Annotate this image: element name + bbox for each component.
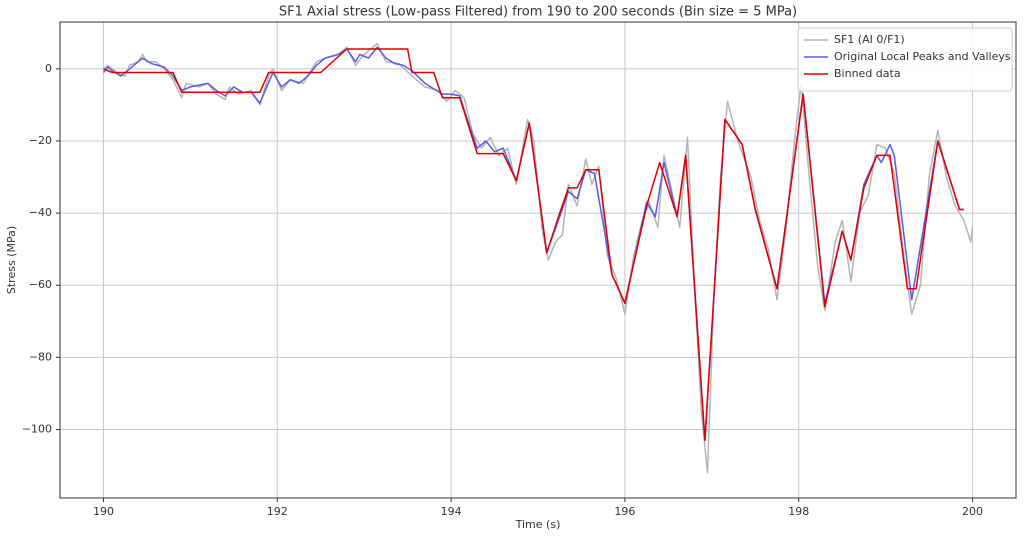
chart-title: SF1 Axial stress (Low-pass Filtered) fro…: [279, 5, 797, 20]
series-line: [103, 48, 964, 442]
y-tick-label: −20: [29, 134, 52, 147]
x-tick-label: 198: [788, 505, 809, 518]
legend-label: SF1 (AI 0/F1): [834, 33, 905, 46]
legend-box: [797, 27, 1013, 92]
y-axis-label: Stress (MPa): [5, 226, 18, 294]
x-tick-label: 200: [962, 505, 983, 518]
series-line: [103, 42, 974, 474]
y-tick-label: −60: [29, 278, 52, 291]
y-tick-label: −40: [29, 206, 52, 219]
legend-label: Binned data: [834, 67, 901, 80]
x-tick-label: 192: [267, 505, 288, 518]
legend-label: Original Local Peaks and Valleys: [834, 50, 1011, 63]
x-axis-label: Time (s): [515, 518, 561, 531]
x-tick-label: 190: [93, 505, 114, 518]
x-tick-label: 196: [614, 505, 635, 518]
y-tick-label: −100: [22, 422, 52, 435]
y-tick-label: −80: [29, 350, 52, 363]
plot-frame: [59, 21, 1017, 499]
y-tick-label: 0: [45, 62, 52, 75]
x-tick-label: 194: [441, 505, 462, 518]
